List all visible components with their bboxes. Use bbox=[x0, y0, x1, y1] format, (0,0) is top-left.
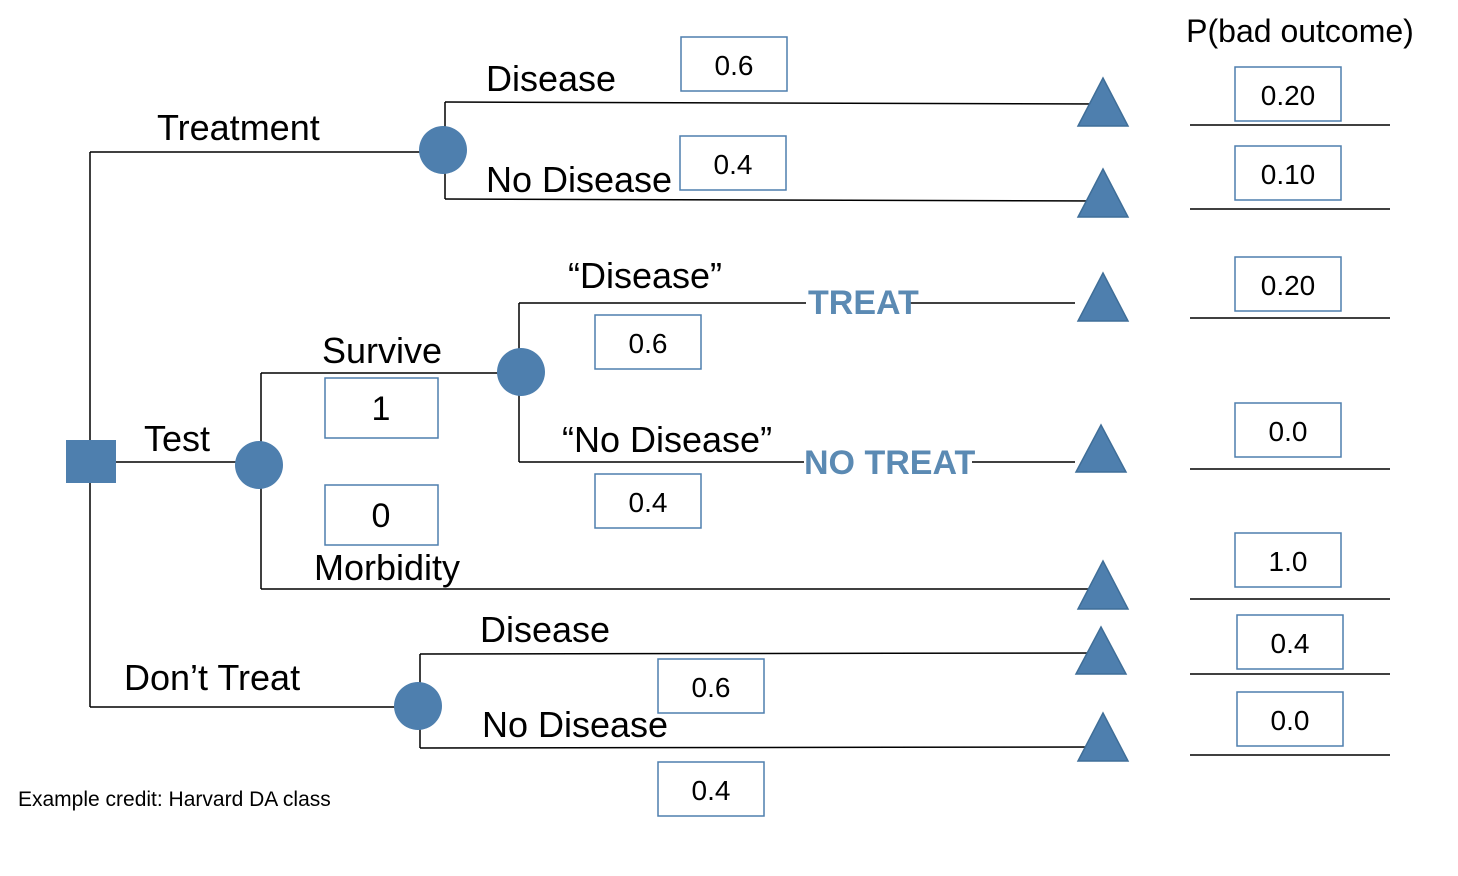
probability-box: 0 bbox=[324, 484, 439, 546]
outcome-value: 0.20 bbox=[1261, 270, 1316, 301]
chance-node-test bbox=[235, 441, 283, 489]
probability-value: 0.6 bbox=[715, 50, 754, 81]
trunk-lines bbox=[89, 151, 443, 708]
treatment-label: Treatment bbox=[157, 107, 320, 148]
terminal-node bbox=[1076, 711, 1130, 762]
no-treat-action-label: NO TREAT bbox=[804, 444, 975, 482]
result-no-disease-label: “No Disease” bbox=[562, 419, 772, 460]
outcome-box: 0.20 bbox=[1234, 256, 1342, 312]
terminal-node bbox=[1074, 423, 1128, 473]
probability-box: 0.4 bbox=[594, 473, 702, 529]
outcome-value: 0.10 bbox=[1261, 159, 1316, 190]
probability-box: 0.4 bbox=[679, 135, 787, 191]
probability-value: 0.6 bbox=[692, 672, 731, 703]
terminal-node bbox=[1076, 271, 1130, 322]
dont-treat-label: Don’t Treat bbox=[124, 657, 300, 698]
survive-label: Survive bbox=[322, 330, 442, 371]
probability-box: 0.6 bbox=[680, 36, 788, 92]
column-header: P(bad outcome) bbox=[1186, 13, 1414, 49]
treat-action-label: TREAT bbox=[808, 284, 919, 322]
outcome-value: 0.0 bbox=[1269, 416, 1308, 447]
terminal-node bbox=[1076, 559, 1130, 610]
dont-treat-disease-label: Disease bbox=[480, 609, 610, 650]
probability-value: 0.4 bbox=[714, 149, 753, 180]
outcome-box: 0.20 bbox=[1234, 66, 1342, 122]
outcome-value: 1.0 bbox=[1269, 546, 1308, 577]
chance-node-treatment bbox=[419, 126, 467, 174]
test-lines bbox=[260, 302, 1102, 590]
probability-box: 0.6 bbox=[657, 658, 765, 714]
probability-box: 0.4 bbox=[657, 761, 765, 817]
result-disease-label: “Disease” bbox=[568, 255, 722, 296]
outcome-box: 0.10 bbox=[1234, 145, 1342, 201]
probability-value: 0.4 bbox=[629, 487, 668, 518]
outcome-box: 0.0 bbox=[1236, 691, 1344, 747]
probability-box: 1 bbox=[324, 377, 439, 439]
credit-note: Example credit: Harvard DA class bbox=[18, 788, 331, 811]
terminal-node bbox=[1076, 76, 1130, 127]
morbidity-label: Morbidity bbox=[314, 547, 460, 588]
test-label: Test bbox=[144, 418, 210, 459]
terminal-node bbox=[1076, 167, 1130, 218]
probability-value: 1 bbox=[372, 390, 391, 428]
chance-node-test-result bbox=[497, 348, 545, 396]
chance-node-dont-treat bbox=[394, 682, 442, 730]
outcome-box: 0.4 bbox=[1236, 614, 1344, 670]
outcome-box: 1.0 bbox=[1234, 532, 1342, 588]
probability-value: 0.6 bbox=[629, 328, 668, 359]
decision-node bbox=[66, 440, 116, 483]
outcome-box: 0.0 bbox=[1234, 402, 1342, 458]
terminal-node bbox=[1074, 625, 1128, 675]
terminal-nodes bbox=[1074, 76, 1130, 762]
outcome-value: 0.20 bbox=[1261, 80, 1316, 111]
outcome-value: 0.4 bbox=[1271, 628, 1310, 659]
probability-box: 0.6 bbox=[594, 314, 702, 370]
dont-treat-no-disease-label: No Disease bbox=[482, 704, 668, 745]
outcome-value: 0.0 bbox=[1271, 705, 1310, 736]
treatment-disease-label: Disease bbox=[486, 58, 616, 99]
outcome-separators bbox=[1190, 124, 1390, 756]
treatment-no-disease-label: No Disease bbox=[486, 159, 672, 200]
probability-value: 0 bbox=[372, 497, 391, 535]
probability-value: 0.4 bbox=[692, 775, 731, 806]
